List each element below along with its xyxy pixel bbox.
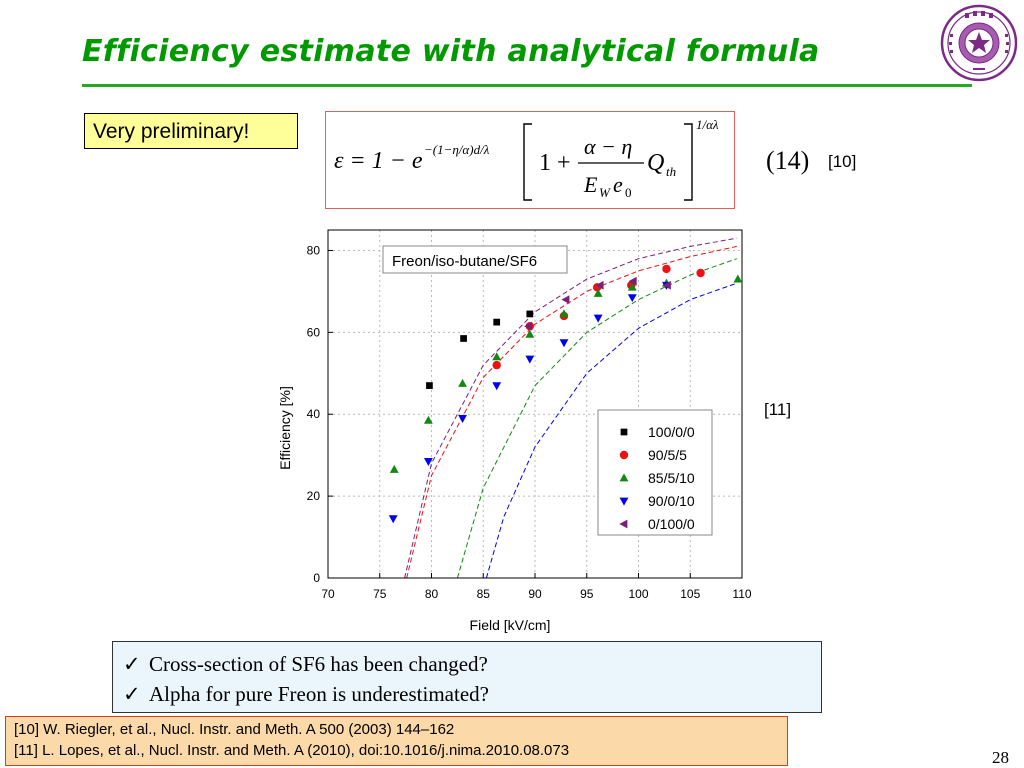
legend-marker <box>619 519 628 529</box>
y-tick-label: 0 <box>313 571 320 585</box>
x-tick-label: 100 <box>628 587 648 601</box>
data-point <box>559 339 569 348</box>
page-number: 28 <box>992 748 1009 767</box>
data-point <box>627 282 637 291</box>
bullet-item: ✓ Alpha for pure Freon is underestimated? <box>123 682 489 707</box>
data-point <box>526 310 534 318</box>
references-box: [10] W. Riegler, et al., Nucl. Instr. an… <box>5 716 788 766</box>
formula-q: Q <box>647 150 664 176</box>
y-tick-label: 80 <box>307 243 321 257</box>
axes <box>327 229 743 579</box>
formula-box: ε = 1 − e −(1−η/α)d/λ 1 + α − η E W e 0 … <box>325 111 735 209</box>
fit-curve <box>456 258 737 579</box>
y-tick-label: 20 <box>307 489 321 503</box>
data-point <box>492 382 502 391</box>
formula-one-plus: 1 + <box>539 150 571 176</box>
data-point <box>458 378 467 387</box>
formula-power: 1/αλ <box>696 117 719 132</box>
data-point <box>593 314 603 323</box>
formula-denominator-tail-sub: 0 <box>625 185 632 200</box>
y-tick-label: 40 <box>307 407 321 421</box>
data-point <box>559 309 569 318</box>
x-tick-label: 85 <box>477 587 491 601</box>
legend-label: 100/0/0 <box>648 424 695 440</box>
legend: 100/0/0 90/5/5 85/5/10 90/0/10 0/100/0 <box>597 409 713 536</box>
data-point <box>525 329 535 338</box>
data-points <box>388 264 743 524</box>
efficiency-formula: ε = 1 − e −(1−η/α)d/λ 1 + α − η E W e 0 … <box>334 117 719 201</box>
chart-reference: [11] <box>764 400 792 419</box>
data-point <box>696 268 705 278</box>
data-point <box>525 355 535 364</box>
legend-label: 0/100/0 <box>648 516 695 532</box>
legend-marker <box>619 450 629 460</box>
data-point <box>593 288 603 297</box>
y-axis-label: Efficiency [%] <box>277 386 293 470</box>
formula-reference: [10] <box>828 152 857 171</box>
x-tick-label: 75 <box>373 587 387 601</box>
legend-marker <box>619 497 629 506</box>
preliminary-badge: Very preliminary! <box>84 113 298 149</box>
data-point <box>595 280 604 290</box>
data-point <box>524 321 533 331</box>
data-point <box>493 318 501 326</box>
formula-numerator: α − η <box>584 134 632 159</box>
x-tick-label: 80 <box>425 587 439 601</box>
legend-marker <box>620 428 628 436</box>
formula-q-sub: th <box>666 164 676 179</box>
fit-curves <box>404 237 737 579</box>
data-point <box>458 414 467 423</box>
formula-exponent: −(1−η/α)d/λ <box>424 142 490 157</box>
x-axis-label: Field [kV/cm] <box>470 617 551 633</box>
data-point <box>423 457 433 466</box>
formula-denominator-tail: e <box>613 172 623 197</box>
data-point <box>733 274 743 283</box>
bullet-item: ✓ Cross-section of SF6 has been changed? <box>123 652 488 677</box>
x-tick-label: 110 <box>732 587 751 601</box>
efficiency-chart: 70 75 80 85 90 95 100 105 110 0 20 40 60 80 Freon/is… <box>270 222 760 642</box>
bullet-text: Cross-section of SF6 has been changed? <box>149 652 488 676</box>
bullet-text: Alpha for pure Freon is underestimated? <box>149 682 489 706</box>
x-tick-labels: 70 75 80 85 90 95 100 105 110 <box>321 587 752 601</box>
data-point <box>423 415 433 424</box>
slide-title: Efficiency estimate with analytical form… <box>82 34 820 69</box>
plot-frame <box>327 229 743 579</box>
data-point <box>389 464 399 473</box>
legend-marker <box>619 473 629 482</box>
chart-title: Freon/iso-butane/SF6 <box>392 253 537 270</box>
data-point <box>426 382 433 389</box>
x-tick-label: 90 <box>528 587 542 601</box>
reference-item: [11] L. Lopes, et al., Nucl. Instr. and … <box>14 742 570 759</box>
title-underline <box>82 84 972 87</box>
bullet-box: ✓ Cross-section of SF6 has been changed? … <box>112 641 822 713</box>
fit-curve <box>404 237 737 579</box>
legend-label: 90/0/10 <box>648 493 695 509</box>
data-point <box>492 360 501 370</box>
data-point <box>628 276 637 286</box>
reference-item: [10] W. Riegler, et al., Nucl. Instr. an… <box>14 721 455 738</box>
y-tick-label: 60 <box>307 325 321 339</box>
checkmark-icon: ✓ <box>123 652 141 676</box>
data-point <box>561 295 570 305</box>
checkmark-icon: ✓ <box>123 682 141 706</box>
formula-denominator-sub: W <box>599 185 611 200</box>
formula-lhs: ε = 1 − e <box>334 148 423 174</box>
data-point <box>492 352 502 361</box>
equation-number: (14) <box>766 146 810 175</box>
data-point <box>662 280 671 290</box>
data-point <box>460 335 467 342</box>
legend-label: 85/5/10 <box>648 470 695 486</box>
data-point <box>627 294 637 303</box>
formula-denominator: E <box>583 172 598 197</box>
data-point <box>388 515 398 524</box>
y-tick-labels: 0 20 40 60 80 <box>307 243 321 585</box>
data-point <box>662 264 671 274</box>
x-tick-label: 70 <box>321 587 335 601</box>
x-tick-label: 95 <box>580 587 594 601</box>
legend-label: 90/5/5 <box>648 447 687 463</box>
fit-curve <box>406 245 737 579</box>
x-tick-label: 105 <box>680 587 700 601</box>
chart-title-box: Freon/iso-butane/SF6 <box>382 245 568 274</box>
university-seal-logo <box>940 4 1018 82</box>
